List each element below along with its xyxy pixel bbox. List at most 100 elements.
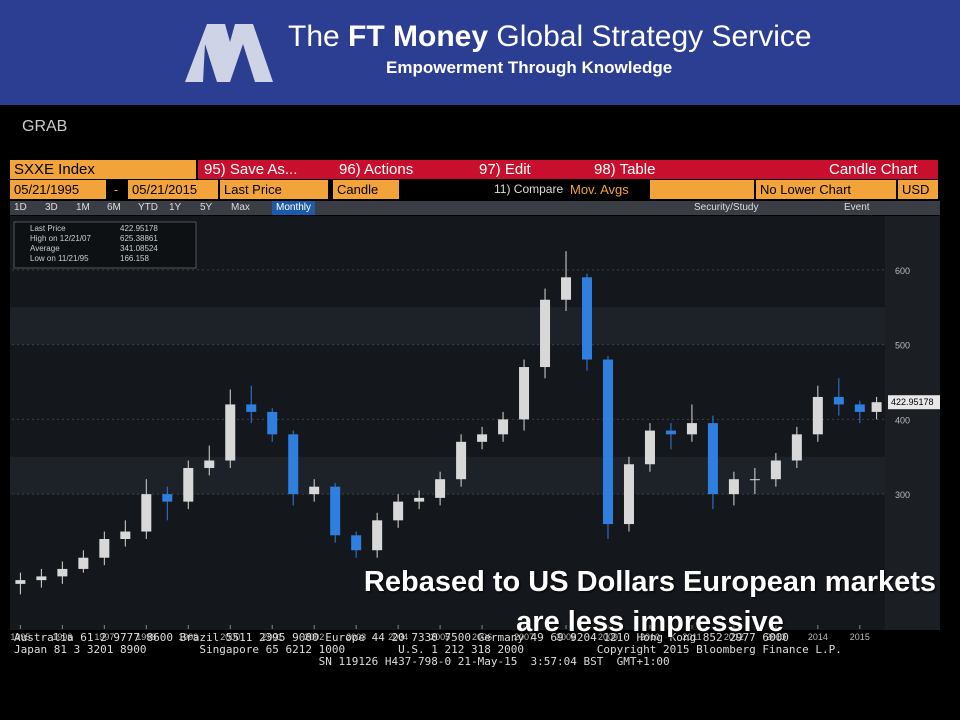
banner: The FT Money Global Strategy Service Emp… (0, 0, 960, 105)
candle-body (665, 430, 676, 435)
candle-body (456, 441, 467, 480)
toolbar-button[interactable]: 95) Save As... (200, 160, 302, 179)
legend-value: 625.38861 (120, 234, 158, 243)
range-button[interactable]: 1Y (165, 201, 186, 215)
legend-label: High on 12/21/07 (30, 234, 91, 243)
x-tick-label: 2012 (724, 632, 744, 642)
axis-bg (885, 216, 940, 630)
candle-body (162, 494, 173, 502)
range-button[interactable]: 1M (72, 201, 94, 215)
candle-body (225, 404, 236, 461)
last-price-label: 422.95178 (891, 397, 934, 407)
legend-box (13, 221, 197, 269)
toolbar-button[interactable]: 97) Edit (475, 160, 535, 179)
candle-body (393, 501, 404, 521)
style-select[interactable]: Candle (333, 180, 399, 199)
chart-kind: Candle Chart (825, 160, 922, 179)
start-date[interactable]: 05/21/1995 (10, 180, 106, 199)
y-tick-label: 600 (895, 266, 910, 276)
candle-body (477, 434, 488, 442)
y-tick-label: 400 (895, 415, 910, 425)
security-field[interactable]: SXXE Index (10, 160, 196, 179)
candle-body (78, 557, 89, 569)
legend-value: 422.95178 (120, 224, 158, 233)
candle-body (812, 396, 823, 435)
footer-line: SN 119126 H437-798-0 21-May-15 3:57:04 B… (14, 655, 670, 668)
legend-label: Low on 11/21/95 (30, 254, 89, 263)
legend-label: Average (30, 244, 60, 253)
end-date[interactable]: 05/21/2015 (128, 180, 218, 199)
field-select[interactable]: Last Price (220, 180, 328, 199)
candle-body (99, 539, 110, 558)
candle-body (141, 494, 152, 532)
candle-body (854, 404, 865, 412)
footer-line: Japan 81 3 3201 8900 Singapore 65 6212 1… (14, 643, 842, 656)
candle-body (749, 479, 760, 481)
x-tick-label: 1996 (52, 632, 72, 642)
x-tick-label: 2000 (220, 632, 240, 642)
candle-body (623, 464, 634, 525)
x-tick-label: 2010 (640, 632, 660, 642)
toolbar-button[interactable]: 98) Table (590, 160, 660, 179)
candle-body (372, 520, 383, 551)
range-button[interactable]: 3D (41, 201, 62, 215)
candle-body (36, 576, 47, 581)
range-button[interactable]: Max (227, 201, 254, 215)
x-tick-label: 2001 (262, 632, 282, 642)
candle-body (519, 367, 530, 420)
grab-label: GRAB (22, 118, 68, 135)
x-tick-label: 1998 (136, 632, 156, 642)
candle-body (204, 460, 215, 468)
candle-body (288, 434, 299, 495)
candle-body (414, 497, 425, 502)
compare[interactable]: 11) Compare (494, 182, 564, 196)
x-tick-label: 2004 (388, 632, 408, 642)
lower-chart[interactable]: No Lower Chart (756, 180, 896, 199)
x-tick-label: 2005 (430, 632, 450, 642)
range-button[interactable]: 6M (103, 201, 125, 215)
last-price-tag (888, 395, 940, 410)
plot-bg (10, 216, 938, 630)
x-tick-label: 1995 (10, 632, 30, 642)
security-study[interactable]: Security/Study (690, 201, 763, 215)
x-tick-label: 1999 (178, 632, 198, 642)
candle-body (871, 402, 882, 412)
candle-body (728, 479, 739, 495)
legend-value: 341.08524 (120, 244, 158, 253)
candle-body (120, 531, 131, 540)
y-tick-label: 500 (895, 341, 910, 351)
candle-body (267, 411, 278, 435)
candle-body (602, 359, 613, 525)
candle-body (791, 434, 802, 461)
candle-body (15, 580, 26, 584)
candle-body (351, 535, 362, 551)
candle-body (686, 423, 697, 435)
footer: Australia 61 2 9777 8600 Brazil 5511 239… (14, 632, 842, 668)
caption: Rebased to US Dollars European markets a… (363, 566, 937, 638)
blank-field[interactable] (650, 180, 754, 199)
x-tick-label: 2011 (682, 632, 701, 642)
tagline: Empowerment Through Knowledge (386, 58, 673, 77)
y-tick-label: 300 (895, 490, 910, 500)
candle-body (498, 419, 509, 435)
currency[interactable]: USD (898, 180, 938, 199)
range-button[interactable]: 5Y (196, 201, 217, 215)
candle-body (330, 486, 341, 536)
range-button[interactable]: 1D (10, 201, 31, 215)
x-tick-label: 2015 (850, 632, 870, 642)
toolbar-button[interactable]: 96) Actions (335, 160, 418, 179)
candle-body (644, 430, 655, 465)
legend-value: 166.158 (120, 254, 149, 263)
logo (185, 24, 273, 82)
x-tick-label: 2013 (766, 632, 786, 642)
candle-body (561, 277, 572, 300)
event[interactable]: Event (840, 201, 874, 215)
period[interactable]: Monthly (272, 201, 316, 215)
x-tick-label: 2006 (472, 632, 492, 642)
mov-avgs[interactable]: Mov. Avgs (566, 180, 633, 199)
candle-body (435, 479, 446, 498)
range-button[interactable]: YTD (134, 201, 162, 215)
candle-body (540, 299, 551, 368)
